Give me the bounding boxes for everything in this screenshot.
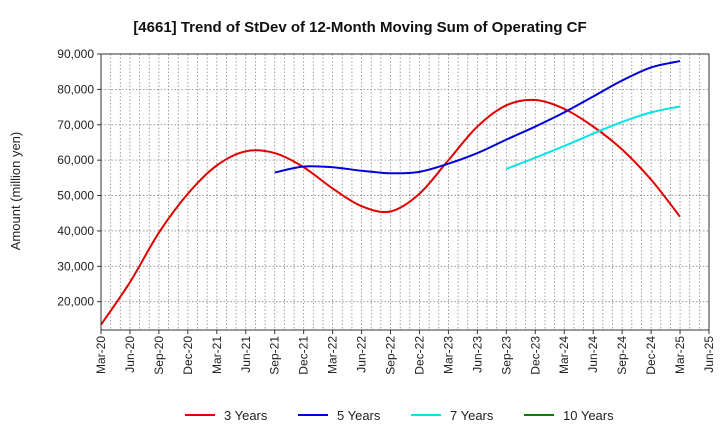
x-tick-label: Jun-23 (470, 336, 484, 373)
legend-label-1: 3 Years (224, 408, 268, 423)
y-tick-label: 70,000 (57, 118, 94, 132)
x-tick-label: Sep-22 (384, 336, 398, 375)
x-tick-label: Jun-24 (586, 336, 600, 373)
chart-title: [4661] Trend of StDev of 12-Month Moving… (133, 19, 586, 36)
x-tick-label: Mar-25 (673, 336, 687, 374)
series-line-3 (505, 105, 681, 170)
x-axis-ticks: Mar-20 Jun-20 Sep-20 Dec-20 Mar-21 Jun-21 Sep-… (94, 330, 716, 375)
x-tick-label: Jun-21 (239, 336, 253, 373)
x-tick-label: Mar-22 (326, 336, 340, 374)
y-tick-label: 40,000 (57, 224, 94, 238)
series-line-1 (100, 98, 681, 326)
y-tick-label: 80,000 (57, 82, 94, 96)
x-tick-label: Dec-22 (412, 336, 426, 375)
x-tick-label: Mar-20 (94, 336, 108, 374)
y-tick-label: 60,000 (57, 153, 94, 167)
x-tick-label: Sep-23 (499, 336, 513, 375)
legend-label-2: 5 Years (337, 408, 381, 423)
x-tick-label: Sep-21 (268, 336, 282, 375)
x-tick-label: Sep-20 (152, 336, 166, 375)
plot-area (101, 54, 709, 330)
gridlines (101, 53, 709, 330)
x-tick-label: Jun-25 (702, 336, 716, 373)
x-tick-label: Sep-24 (615, 336, 629, 375)
legend-label-3: 7 Years (450, 408, 494, 423)
y-axis-label: Amount (million yen) (8, 132, 23, 251)
y-tick-label: 20,000 (57, 295, 94, 309)
plot-frame (100, 53, 710, 331)
x-tick-label: Dec-21 (297, 336, 311, 375)
y-tick-label: 50,000 (57, 189, 94, 203)
x-tick-label: Mar-23 (441, 336, 455, 374)
x-tick-label: Dec-20 (181, 336, 195, 375)
series-line-2 (274, 60, 681, 175)
legend: 3 Years 5 Years 7 Years 10 Years (185, 408, 614, 423)
y-axis-ticks: 20,000 30,000 40,000 50,000 60,000 70,000 80,0… (57, 47, 101, 309)
series-lines (100, 60, 681, 326)
y-tick-label: 30,000 (57, 259, 94, 273)
x-tick-label: Mar-24 (557, 336, 571, 374)
legend-label-4: 10 Years (563, 408, 614, 423)
x-tick-label: Dec-24 (644, 336, 658, 375)
x-tick-label: Mar-21 (210, 336, 224, 374)
x-tick-label: Jun-22 (355, 336, 369, 373)
x-tick-label: Dec-23 (528, 336, 542, 375)
x-tick-label: Jun-20 (123, 336, 137, 373)
y-tick-label: 90,000 (57, 47, 94, 61)
